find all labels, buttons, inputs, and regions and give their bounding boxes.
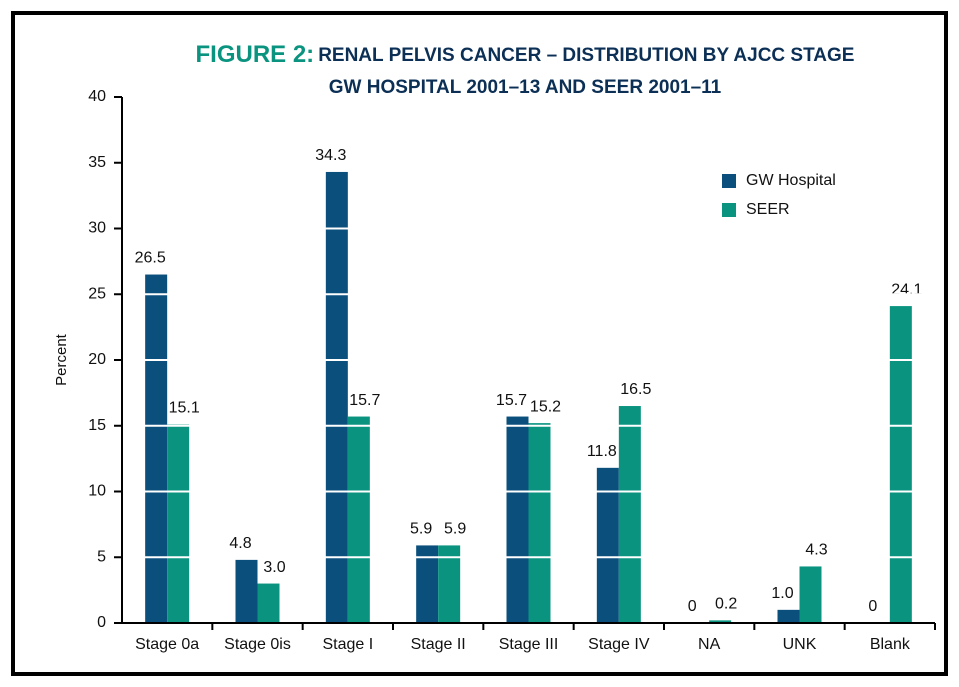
legend-label: SEER bbox=[746, 201, 790, 218]
value-label: 15.7 bbox=[496, 392, 527, 409]
y-tick-label: 35 bbox=[88, 154, 106, 171]
x-tick-label: Stage IV bbox=[588, 636, 650, 653]
x-tick-label: NA bbox=[698, 636, 721, 653]
x-tick-label: UNK bbox=[783, 636, 817, 653]
x-tick-label: Stage 0a bbox=[135, 636, 199, 653]
value-label: 4.3 bbox=[805, 542, 827, 559]
value-label: 0.2 bbox=[715, 596, 737, 613]
value-label: 1.0 bbox=[771, 585, 793, 602]
bar bbox=[506, 416, 529, 623]
value-label: 5.9 bbox=[410, 521, 432, 538]
value-label: 0 bbox=[868, 598, 877, 615]
title: RENAL PELVIS CANCER – DISTRIBUTION BY AJ… bbox=[318, 45, 854, 66]
bar bbox=[777, 609, 800, 623]
value-label: 5.9 bbox=[444, 521, 466, 538]
value-label: 4.8 bbox=[229, 535, 251, 552]
bar bbox=[416, 545, 439, 623]
value-label: 26.5 bbox=[135, 250, 166, 267]
bar bbox=[889, 306, 912, 623]
value-label: 34.3 bbox=[315, 147, 346, 164]
bar bbox=[618, 406, 641, 623]
legend-swatch bbox=[722, 203, 736, 217]
y-tick-label: 10 bbox=[88, 483, 106, 500]
bar bbox=[438, 545, 461, 623]
y-tick-label: 15 bbox=[88, 417, 106, 434]
figure-label: FIGURE 2: bbox=[196, 41, 315, 68]
x-tick-label: Stage I bbox=[322, 636, 373, 653]
bar bbox=[235, 559, 258, 623]
y-axis-label: Percent bbox=[53, 333, 70, 386]
value-label: 11.8 bbox=[587, 443, 617, 460]
value-label: 15.7 bbox=[349, 392, 380, 409]
frame bbox=[11, 11, 948, 676]
bar bbox=[257, 583, 280, 623]
chart-title: FIGURE 2: RENAL PELVIS CANCER – DISTRIBUT… bbox=[196, 41, 855, 68]
legend-swatch bbox=[722, 174, 736, 188]
bar bbox=[596, 467, 619, 623]
value-label: 0 bbox=[688, 598, 697, 615]
x-tick-label: Blank bbox=[870, 636, 911, 653]
bar bbox=[167, 424, 190, 623]
bar bbox=[145, 274, 168, 623]
bar bbox=[709, 620, 732, 623]
value-label: 24.1 bbox=[891, 281, 922, 298]
x-tick-label: Stage III bbox=[499, 636, 559, 653]
bar bbox=[528, 423, 551, 623]
value-label: 15.2 bbox=[530, 398, 561, 415]
value-label: 3.0 bbox=[263, 559, 285, 576]
x-tick-label: Stage 0is bbox=[224, 636, 291, 653]
subtitle: GW HOSPITAL 2001–13 AND SEER 2001–11 bbox=[329, 77, 722, 98]
legend-label: GW Hospital bbox=[746, 172, 836, 189]
y-tick-label: 30 bbox=[88, 220, 106, 237]
y-tick-label: 0 bbox=[97, 614, 106, 631]
y-tick-label: 20 bbox=[88, 351, 106, 368]
bar bbox=[799, 566, 822, 623]
y-tick-label: 5 bbox=[97, 548, 106, 565]
bar bbox=[325, 171, 348, 623]
value-label: 16.5 bbox=[620, 381, 651, 398]
bar bbox=[347, 416, 370, 623]
y-tick-label: 40 bbox=[88, 88, 106, 105]
y-tick-label: 25 bbox=[88, 285, 106, 302]
x-tick-label: Stage II bbox=[411, 636, 466, 653]
value-label: 15.1 bbox=[169, 400, 200, 417]
